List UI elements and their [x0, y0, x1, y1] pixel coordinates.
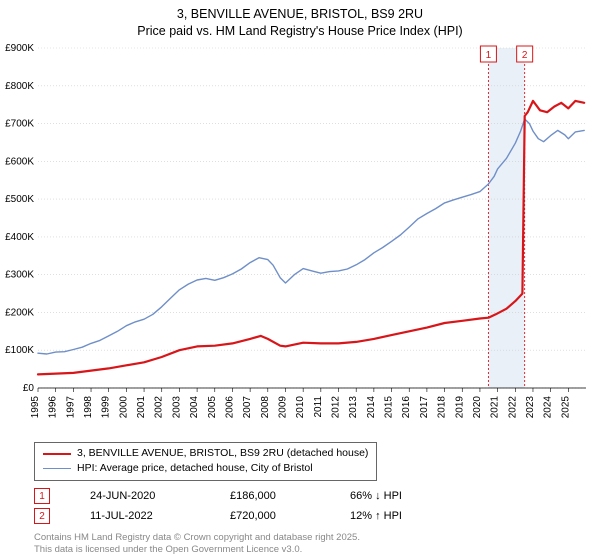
legend: 3, BENVILLE AVENUE, BRISTOL, BS9 2RU (de… — [34, 442, 377, 481]
event-row: 2 11-JUL-2022 £720,000 12% ↑ HPI — [34, 506, 450, 526]
svg-text:2003: 2003 — [171, 396, 182, 419]
footer-line-1: Contains HM Land Registry data © Crown c… — [34, 532, 360, 544]
svg-text:£600K: £600K — [5, 156, 34, 167]
svg-text:£0: £0 — [23, 383, 35, 394]
svg-text:2004: 2004 — [189, 396, 200, 419]
svg-text:2009: 2009 — [277, 396, 288, 419]
svg-text:2013: 2013 — [348, 396, 359, 419]
svg-text:2025: 2025 — [560, 396, 571, 419]
svg-text:2: 2 — [522, 50, 528, 61]
svg-text:1997: 1997 — [65, 396, 76, 419]
svg-text:2012: 2012 — [331, 396, 342, 419]
svg-text:1996: 1996 — [48, 396, 59, 419]
event-list: 1 24-JUN-2020 £186,000 66% ↓ HPI 2 11-JUL-202… — [34, 486, 450, 526]
svg-text:2024: 2024 — [543, 396, 554, 419]
svg-text:2007: 2007 — [242, 396, 253, 419]
event-diff: 66% ↓ HPI — [350, 490, 450, 502]
event-diff: 12% ↑ HPI — [350, 510, 450, 522]
svg-text:2010: 2010 — [295, 396, 306, 419]
chart-title: 3, BENVILLE AVENUE, BRISTOL, BS9 2RU Pri… — [0, 0, 600, 40]
title-line-1: 3, BENVILLE AVENUE, BRISTOL, BS9 2RU — [0, 6, 600, 23]
title-line-2: Price paid vs. HM Land Registry's House … — [0, 23, 600, 40]
event-price: £186,000 — [230, 490, 310, 502]
svg-text:2011: 2011 — [313, 396, 324, 418]
svg-text:2023: 2023 — [525, 396, 536, 419]
svg-text:2022: 2022 — [507, 396, 518, 419]
svg-text:2016: 2016 — [401, 396, 412, 419]
svg-text:2006: 2006 — [224, 396, 235, 419]
svg-text:2001: 2001 — [136, 396, 147, 419]
svg-text:2000: 2000 — [118, 396, 129, 419]
event-row: 1 24-JUN-2020 £186,000 66% ↓ HPI — [34, 486, 450, 506]
svg-text:£200K: £200K — [5, 307, 34, 318]
svg-text:£100K: £100K — [5, 345, 34, 356]
legend-label: HPI: Average price, detached house, City… — [77, 461, 313, 476]
svg-text:1995: 1995 — [30, 396, 41, 419]
legend-item: 3, BENVILLE AVENUE, BRISTOL, BS9 2RU (de… — [43, 446, 368, 461]
event-price: £720,000 — [230, 510, 310, 522]
svg-text:£700K: £700K — [5, 119, 34, 130]
legend-item: HPI: Average price, detached house, City… — [43, 461, 368, 476]
svg-text:2019: 2019 — [454, 396, 465, 419]
legend-swatch — [43, 468, 71, 469]
svg-text:£900K: £900K — [5, 44, 34, 54]
svg-text:1999: 1999 — [101, 396, 112, 419]
svg-text:2005: 2005 — [207, 396, 218, 419]
legend-label: 3, BENVILLE AVENUE, BRISTOL, BS9 2RU (de… — [77, 446, 368, 461]
chart-svg: £0 £100K £200K £300K £400K £500K £600K £700K £80… — [0, 44, 600, 434]
event-marker-box: 2 — [34, 508, 50, 524]
event-date: 11-JUL-2022 — [90, 510, 190, 522]
svg-text:2015: 2015 — [384, 396, 395, 419]
svg-text:2008: 2008 — [260, 396, 271, 419]
svg-text:2014: 2014 — [366, 396, 377, 419]
svg-text:£800K: £800K — [5, 81, 34, 92]
footer-line-2: This data is licensed under the Open Gov… — [34, 544, 360, 556]
svg-text:£300K: £300K — [5, 270, 34, 281]
svg-text:2018: 2018 — [437, 396, 448, 419]
svg-text:£400K: £400K — [5, 232, 34, 243]
svg-text:£500K: £500K — [5, 194, 34, 205]
svg-text:2020: 2020 — [472, 396, 483, 419]
svg-text:1998: 1998 — [83, 396, 94, 419]
legend-swatch — [43, 453, 71, 455]
event-date: 24-JUN-2020 — [90, 490, 190, 502]
chart-area: £0 £100K £200K £300K £400K £500K £600K £700K £80… — [0, 44, 600, 434]
svg-text:2017: 2017 — [419, 396, 430, 419]
svg-text:2002: 2002 — [154, 396, 165, 419]
footer-text: Contains HM Land Registry data © Crown c… — [34, 532, 360, 556]
svg-text:2021: 2021 — [490, 396, 501, 419]
event-marker-box: 1 — [34, 488, 50, 504]
svg-text:1: 1 — [486, 50, 492, 61]
